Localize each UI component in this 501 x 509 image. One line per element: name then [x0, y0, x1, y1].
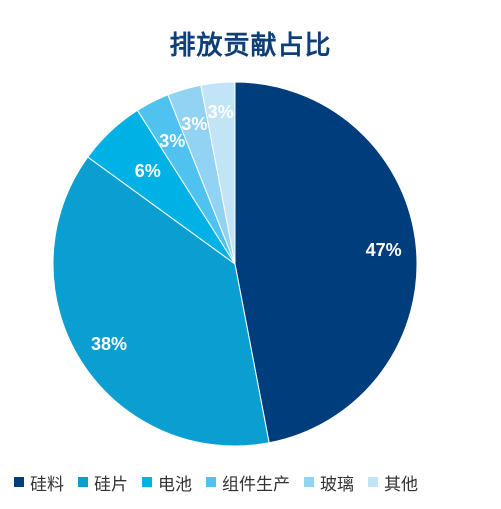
legend-item-5: 玻璃	[304, 470, 354, 495]
legend-item-2: 硅片	[78, 470, 128, 495]
data-label-2: 38%	[91, 334, 127, 354]
pie-slice-2	[52, 156, 270, 447]
legend-swatch-5	[304, 477, 314, 487]
legend-label-3: 电池	[158, 474, 192, 495]
legend-label-6: 其他	[384, 474, 418, 495]
legend-label-4: 组件生产	[222, 474, 290, 495]
legend-item-6: 其他	[368, 470, 418, 495]
legend-swatch-1	[14, 477, 24, 487]
legend-swatch-4	[206, 477, 216, 487]
legend-item-3: 电池	[142, 470, 192, 495]
data-label-4: 3%	[159, 131, 185, 151]
legend: 硅料 硅片 电池 组件生产 玻璃 其他	[14, 468, 494, 496]
data-label-1: 47%	[366, 240, 402, 260]
data-label-5: 3%	[181, 114, 207, 134]
legend-label-5: 玻璃	[320, 474, 354, 495]
legend-swatch-3	[142, 477, 152, 487]
chart-title: 排放贡献占比	[169, 31, 332, 61]
legend-label-2: 硅片	[94, 474, 128, 495]
legend-swatch-2	[78, 477, 88, 487]
legend-label-1: 硅料	[30, 474, 64, 495]
legend-item-1: 硅料	[14, 470, 64, 495]
legend-swatch-6	[368, 477, 378, 487]
data-label-3: 6%	[135, 161, 161, 181]
data-label-6: 3%	[208, 102, 234, 122]
legend-item-4: 组件生产	[206, 470, 290, 495]
pie-slice-1	[234, 81, 418, 444]
pie-slice-6	[200, 81, 236, 265]
